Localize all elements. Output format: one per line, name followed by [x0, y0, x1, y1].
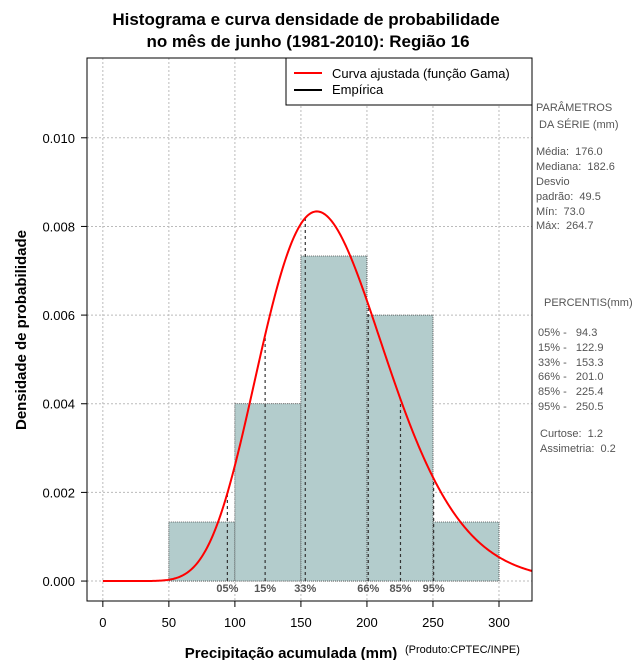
- chart-title-line-2: no mês de junho (1981-2010): Região 16: [146, 32, 469, 51]
- x-tick-label: 100: [224, 615, 246, 630]
- histogram-bar: [300, 255, 368, 582]
- percentile-label: 66%: [357, 583, 379, 595]
- param-mediana: Mediana: 182.6: [536, 161, 615, 173]
- percentile-labels: 05% 15% 33% 66% 85% 95%: [216, 583, 444, 595]
- x-axis-title: Precipitação acumulada (mm): [185, 645, 398, 660]
- legend: Curva ajustada (função Gama) Empírica: [285, 57, 533, 106]
- percentil-66: 66% - 201.0: [538, 371, 603, 383]
- legend-label-curve: Curva ajustada (função Gama): [332, 66, 510, 81]
- x-tick-label: 50: [162, 615, 176, 630]
- histogram-bar: [168, 521, 236, 582]
- histogram-bar: [234, 403, 302, 582]
- y-tick-label: 0.008: [42, 219, 75, 234]
- credit-text: (Produto:CPTEC/INPE): [405, 644, 520, 656]
- param-padrao: padrão: 49.5: [536, 191, 601, 203]
- gamma-curve: [102, 210, 533, 583]
- y-tick-label: 0.000: [42, 574, 75, 589]
- y-tick-label: 0.006: [42, 308, 75, 323]
- percentile-label: 05%: [216, 583, 238, 595]
- param-desvio: Desvio: [536, 176, 570, 188]
- curtose: Curtose: 1.2: [540, 428, 603, 440]
- side-panel: PARÂMETROS DA SÉRIE (mm) Média: 176.0 Me…: [536, 101, 633, 455]
- percentil-33: 33% - 153.3: [538, 357, 603, 369]
- y-axis-title: Densidade de probabilidade: [13, 230, 30, 430]
- legend-box: [285, 57, 533, 106]
- x-axis: 0 50 100 150 200 250 300: [99, 601, 510, 630]
- histogram-bars: [168, 255, 500, 582]
- y-tick-label: 0.002: [42, 485, 75, 500]
- percentil-85: 85% - 225.4: [538, 386, 603, 398]
- y-tick-label: 0.004: [42, 397, 75, 412]
- percentile-label: 33%: [294, 583, 316, 595]
- y-axis: 0.000 0.002 0.004 0.006 0.008 0.010: [42, 131, 87, 589]
- param-max: Máx: 264.7: [536, 220, 593, 232]
- percentile-label: 85%: [389, 583, 411, 595]
- x-tick-label: 300: [488, 615, 510, 630]
- percentile-label: 95%: [423, 583, 445, 595]
- x-tick-label: 200: [356, 615, 378, 630]
- percentil-05: 05% - 94.3: [538, 327, 597, 339]
- histogram-bar: [432, 521, 500, 582]
- params-title-1: PARÂMETROS: [536, 101, 612, 114]
- param-min: Mín: 73.0: [536, 206, 585, 218]
- percentil-95: 95% - 250.5: [538, 401, 603, 413]
- assimetria: Assimetria: 0.2: [540, 443, 616, 455]
- x-tick-label: 150: [290, 615, 312, 630]
- x-tick-label: 0: [99, 615, 106, 630]
- percentile-label: 15%: [254, 583, 276, 595]
- param-media: Média: 176.0: [536, 146, 603, 158]
- chart-title-line-1: Histograma e curva densidade de probabil…: [112, 10, 499, 29]
- params-title-2: DA SÉRIE (mm): [536, 118, 619, 131]
- legend-label-empirica: Empírica: [332, 82, 384, 97]
- percentil-15: 15% - 122.9: [538, 342, 603, 354]
- x-tick-label: 250: [422, 615, 444, 630]
- percentis-title: PERCENTIS(mm): [544, 297, 633, 309]
- y-tick-label: 0.010: [42, 131, 75, 146]
- percentile-lines: [226, 217, 435, 582]
